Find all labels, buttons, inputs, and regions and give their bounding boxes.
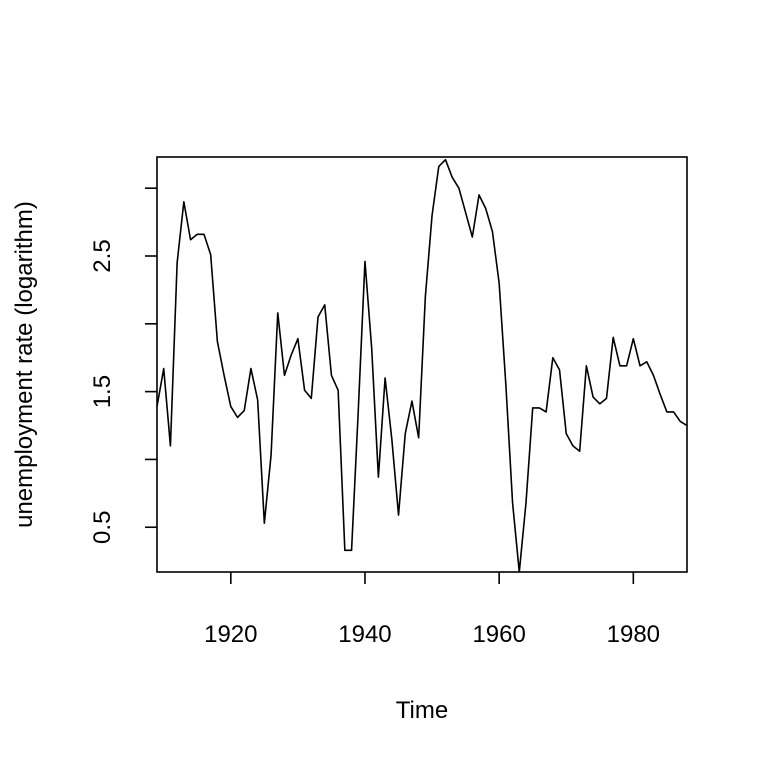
y-tick-label: 0.5 <box>89 511 116 544</box>
x-tick-label: 1940 <box>338 621 391 648</box>
x-tick-label: 1960 <box>472 621 525 648</box>
series-line <box>156 158 688 573</box>
x-axis: 1920 1940 1960 1980 <box>204 572 660 648</box>
x-axis-label: Time <box>396 697 448 724</box>
y-tick-label: 1.5 <box>89 375 116 408</box>
x-tick-label: 1920 <box>204 621 257 648</box>
y-axis-label: unemployment rate (logarithm) <box>11 201 38 528</box>
plot-frame <box>156 156 688 573</box>
x-tick-label: 1980 <box>607 621 660 648</box>
y-tick-label: 2.5 <box>89 239 116 272</box>
y-axis: 0.5 1.5 2.5 <box>89 187 157 544</box>
